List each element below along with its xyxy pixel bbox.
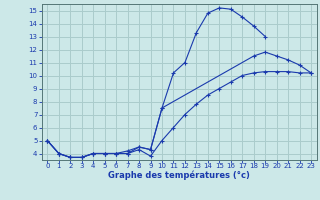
X-axis label: Graphe des températures (°c): Graphe des températures (°c) <box>108 171 250 180</box>
